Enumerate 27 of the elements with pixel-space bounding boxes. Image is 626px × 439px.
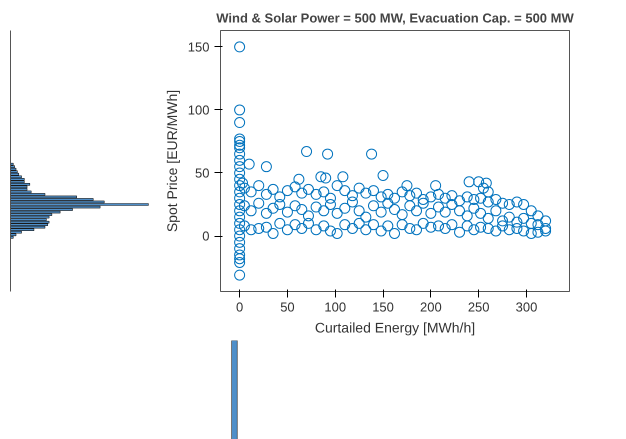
bar [10, 218, 47, 221]
bar [10, 220, 50, 224]
bar [10, 203, 149, 206]
bar [10, 175, 22, 178]
bar [10, 178, 25, 181]
bar [10, 172, 20, 176]
x-axis-title: Curtailed Energy [MWh/h] [314, 320, 476, 336]
x-tick-label: 50 [280, 300, 295, 314]
chart-title: Wind & Solar Power = 500 MW, Evacuation Cap. = 500 MW [216, 10, 574, 26]
y-tick-label: 100 [188, 102, 210, 118]
x-tick-label: 300 [516, 300, 538, 314]
bar [10, 223, 48, 226]
bar [10, 183, 30, 186]
x-tick-label: 200 [420, 300, 442, 314]
bar [10, 226, 46, 229]
y-tick-label: 150 [188, 39, 210, 54]
bar [10, 216, 50, 218]
bar [10, 186, 28, 188]
y-tick-label: 50 [195, 165, 210, 180]
x-tick-label: 250 [468, 300, 490, 314]
x-tick-label: 150 [372, 300, 394, 314]
y-tick-label: 0 [202, 228, 210, 244]
bar [10, 188, 28, 191]
bar [10, 168, 16, 171]
x-tick-label: 100 [324, 300, 346, 314]
y-axis-title: Spot Price [EUR/MWh] [164, 90, 180, 232]
x-tick-label: 0 [236, 300, 244, 314]
